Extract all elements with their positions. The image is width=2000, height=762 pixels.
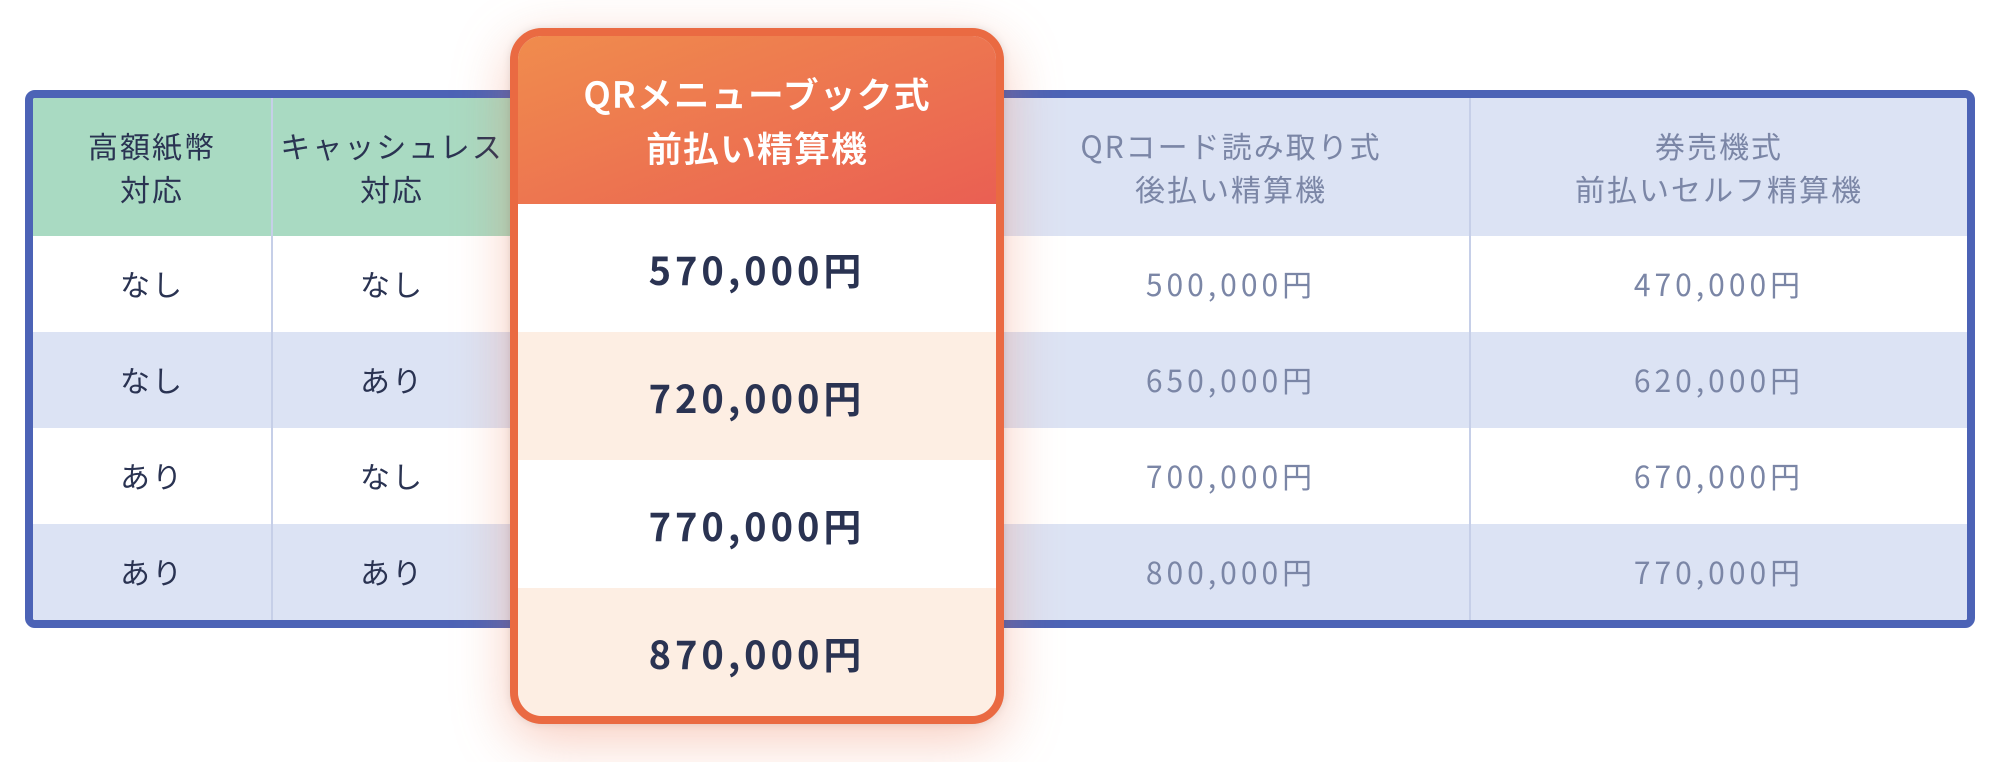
col-header-option2: キャッシュレス対応 bbox=[273, 98, 513, 236]
cell-plan2-price: 700,000円 bbox=[993, 428, 1471, 524]
col-header-plan2: QRコード読み取り式後払い精算機 bbox=[993, 98, 1471, 236]
highlight-price: 570,000円 bbox=[518, 204, 996, 332]
highlight-price: 770,000円 bbox=[518, 460, 996, 588]
cell-plan2-price: 650,000円 bbox=[993, 332, 1471, 428]
highlighted-plan-column: QRメニューブック式前払い精算機 570,000円 720,000円 770,0… bbox=[510, 28, 1004, 724]
cell-plan2-price: 500,000円 bbox=[993, 236, 1471, 332]
cell-opt2: なし bbox=[273, 236, 513, 332]
cell-opt1: なし bbox=[33, 332, 273, 428]
cell-plan3-price: 670,000円 bbox=[1471, 428, 1967, 524]
cell-plan3-price: 770,000円 bbox=[1471, 524, 1967, 620]
col-header-plan3: 券売機式前払いセルフ精算機 bbox=[1471, 98, 1967, 236]
highlight-header: QRメニューブック式前払い精算機 bbox=[518, 36, 996, 204]
cell-plan3-price: 620,000円 bbox=[1471, 332, 1967, 428]
cell-opt1: あり bbox=[33, 524, 273, 620]
cell-opt2: あり bbox=[273, 524, 513, 620]
col-header-option1: 高額紙幣対応 bbox=[33, 98, 273, 236]
cell-opt1: なし bbox=[33, 236, 273, 332]
cell-plan3-price: 470,000円 bbox=[1471, 236, 1967, 332]
cell-opt1: あり bbox=[33, 428, 273, 524]
highlight-price: 870,000円 bbox=[518, 588, 996, 716]
cell-plan2-price: 800,000円 bbox=[993, 524, 1471, 620]
highlight-price: 720,000円 bbox=[518, 332, 996, 460]
cell-opt2: あり bbox=[273, 332, 513, 428]
cell-opt2: なし bbox=[273, 428, 513, 524]
